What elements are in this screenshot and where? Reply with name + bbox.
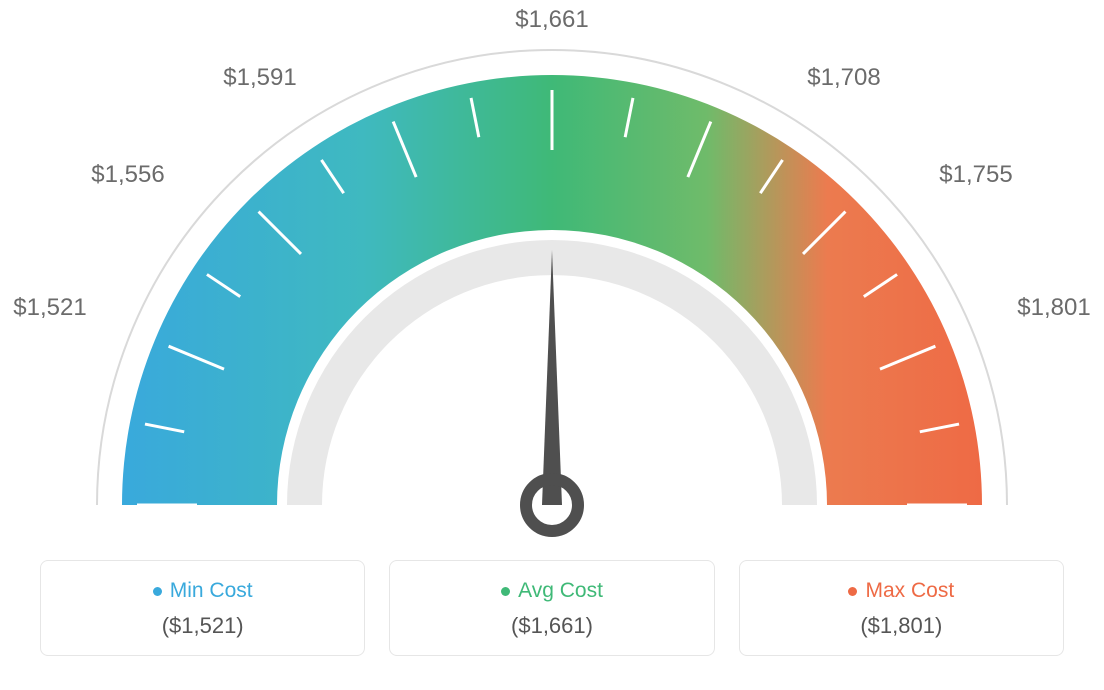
gauge-tick-label: $1,801	[1017, 294, 1090, 322]
gauge-tick-label: $1,591	[223, 64, 296, 92]
dot-icon	[153, 587, 162, 596]
legend-title-avg: Avg Cost	[501, 579, 603, 603]
legend-value-max: ($1,801)	[750, 613, 1053, 639]
gauge-tick-label: $1,661	[515, 6, 588, 34]
legend-title-text: Max Cost	[865, 579, 954, 603]
dot-icon	[501, 587, 510, 596]
gauge-tick-label: $1,708	[807, 64, 880, 92]
gauge-tick-label: $1,521	[13, 294, 86, 322]
legend-card-avg: Avg Cost ($1,661)	[389, 560, 714, 656]
gauge-tick-label: $1,755	[939, 161, 1012, 189]
legend-title-text: Avg Cost	[518, 579, 603, 603]
legend-card-min: Min Cost ($1,521)	[40, 560, 365, 656]
legend-card-max: Max Cost ($1,801)	[739, 560, 1064, 656]
gauge-tick-label: $1,556	[91, 161, 164, 189]
dot-icon	[848, 587, 857, 596]
legend-title-max: Max Cost	[848, 579, 954, 603]
legend-row: Min Cost ($1,521) Avg Cost ($1,661) Max …	[0, 560, 1104, 684]
legend-value-min: ($1,521)	[51, 613, 354, 639]
legend-title-text: Min Cost	[170, 579, 253, 603]
gauge-svg	[0, 0, 1104, 560]
gauge-chart: $1,521 $1,556 $1,591 $1,661 $1,708 $1,755 $1,8…	[0, 0, 1104, 560]
legend-title-min: Min Cost	[153, 579, 253, 603]
legend-value-avg: ($1,661)	[400, 613, 703, 639]
